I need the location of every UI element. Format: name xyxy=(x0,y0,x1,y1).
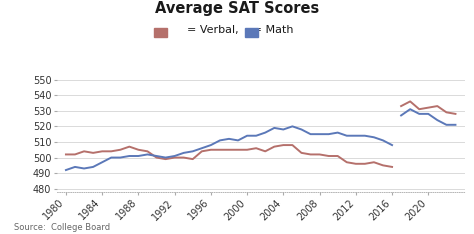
Text: = Verbal,    = Math: = Verbal, = Math xyxy=(180,25,294,35)
Text: Average SAT Scores: Average SAT Scores xyxy=(155,1,319,16)
Text: Source:  College Board: Source: College Board xyxy=(14,223,110,232)
